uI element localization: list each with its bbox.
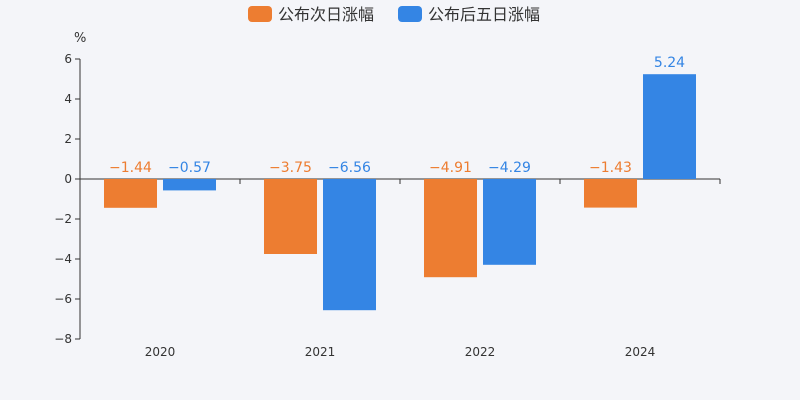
bar-series-2 bbox=[483, 179, 536, 265]
legend-swatch-series-2 bbox=[398, 6, 422, 22]
y-tick-label: 4 bbox=[64, 92, 72, 106]
y-tick-label: −4 bbox=[54, 252, 72, 266]
axes: 6 4 2 0 −2 −4 −6 −8 2020 2021 2022 2024 bbox=[54, 52, 721, 359]
legend-item-series-1[interactable]: 公布次日涨幅 bbox=[248, 5, 374, 24]
x-tick-label: 2024 bbox=[625, 345, 656, 359]
data-label-series-1: −4.91 bbox=[429, 160, 472, 176]
y-tick-label: −8 bbox=[54, 332, 72, 346]
data-label-series-2: 5.24 bbox=[654, 55, 685, 71]
data-label-series-2: −0.57 bbox=[168, 160, 211, 176]
bar-series-2 bbox=[163, 179, 216, 191]
bar-series-1 bbox=[264, 179, 317, 254]
y-axis-unit: % bbox=[74, 31, 86, 46]
legend: 公布次日涨幅 公布后五日涨幅 bbox=[248, 5, 540, 24]
bar-series-1 bbox=[424, 179, 477, 278]
x-tick-label: 2022 bbox=[465, 345, 496, 359]
y-tick-label: 0 bbox=[64, 172, 72, 186]
bar-series-1 bbox=[584, 179, 637, 208]
data-label-series-2: −6.56 bbox=[328, 160, 371, 176]
data-label-series-1: −3.75 bbox=[269, 160, 312, 176]
data-label-series-2: −4.29 bbox=[488, 160, 531, 176]
data-label-series-1: −1.43 bbox=[589, 160, 632, 176]
legend-item-series-2[interactable]: 公布后五日涨幅 bbox=[398, 5, 540, 24]
y-tick-label: −2 bbox=[54, 212, 72, 226]
y-tick-label: 2 bbox=[64, 132, 72, 146]
y-tick-label: 6 bbox=[64, 52, 72, 66]
bar-series-2 bbox=[323, 179, 376, 311]
x-tick-label: 2021 bbox=[305, 345, 336, 359]
legend-label-series-2: 公布后五日涨幅 bbox=[428, 5, 540, 24]
x-tick-label: 2020 bbox=[145, 345, 176, 359]
bar-series-2 bbox=[643, 74, 696, 179]
legend-label-series-1: 公布次日涨幅 bbox=[278, 5, 374, 24]
legend-swatch-series-1 bbox=[248, 6, 272, 22]
bars bbox=[104, 74, 696, 311]
bar-series-1 bbox=[104, 179, 157, 208]
data-label-series-1: −1.44 bbox=[109, 160, 152, 176]
data-labels: −1.44 −0.57 −3.75 −6.56 −4.91 −4.29 −1.43 5.24 bbox=[109, 55, 685, 176]
y-tick-label: −6 bbox=[54, 292, 72, 306]
